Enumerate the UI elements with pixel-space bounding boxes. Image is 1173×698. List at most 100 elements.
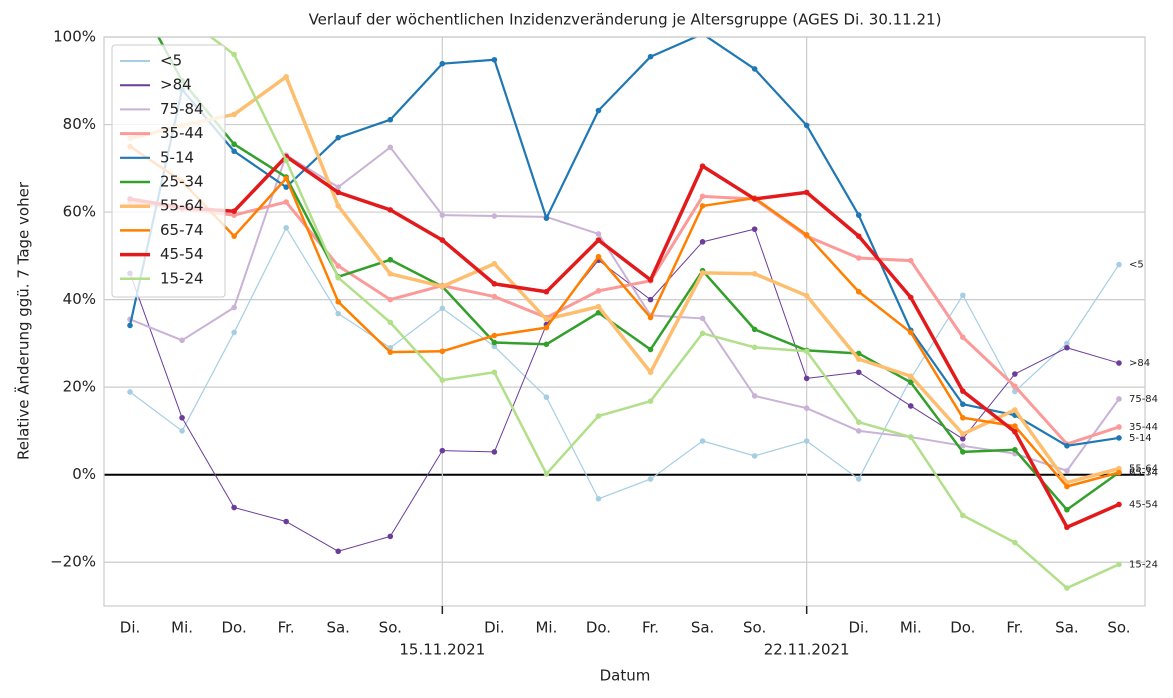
point: [387, 207, 394, 213]
series-line: [129, 228, 1120, 552]
point: [1064, 524, 1070, 531]
end-label: 5-14: [1129, 433, 1152, 444]
point: [699, 193, 706, 200]
point: [595, 231, 602, 237]
point: [595, 107, 602, 114]
x-tick-label: Sa.: [691, 619, 714, 637]
point: [283, 175, 289, 182]
point: [387, 144, 394, 151]
point: [439, 60, 446, 67]
point: [179, 337, 185, 344]
plot-area: [127, 37, 1122, 591]
point: [907, 403, 914, 409]
point: [751, 66, 758, 72]
x-tick-label: Do.: [586, 619, 611, 637]
point: [751, 270, 758, 277]
point: [803, 189, 810, 196]
x-tick-label: Di.: [848, 619, 869, 637]
y-axis-label: Relative Änderung ggü. 7 Tage voher: [14, 181, 33, 460]
point: [1012, 383, 1018, 390]
point: [491, 213, 498, 219]
point: [231, 212, 237, 218]
end-label: <5: [1129, 260, 1144, 271]
point: [283, 184, 289, 190]
point: [127, 322, 133, 329]
point: [335, 548, 342, 555]
point: [1116, 396, 1122, 402]
point: [387, 533, 394, 540]
point: [335, 184, 342, 190]
point: [491, 260, 498, 267]
chart-title: Verlauf der wöchentlichen Inzidenzveränd…: [309, 11, 942, 29]
series-line: [129, 227, 1120, 500]
series-line: [129, 75, 1120, 485]
x-tick-label: Fr.: [278, 619, 295, 637]
point: [647, 314, 654, 321]
x-tick-label: Sa.: [1055, 619, 1078, 637]
legend-label: 65-74: [160, 221, 204, 239]
point: [1116, 469, 1122, 476]
point: [855, 255, 862, 261]
point: [1012, 388, 1018, 395]
point: [1116, 435, 1122, 441]
point: [699, 270, 706, 276]
point: [439, 447, 446, 454]
point: [179, 428, 185, 434]
point: [907, 434, 914, 440]
point: [855, 369, 862, 376]
point: [595, 303, 602, 310]
point: [283, 74, 289, 80]
point: [335, 274, 342, 281]
point: [803, 292, 810, 299]
x-axis-label: Datum: [600, 667, 651, 685]
point: [231, 504, 237, 511]
point: [231, 148, 237, 155]
point: [595, 413, 602, 419]
point: [1116, 424, 1122, 430]
point: [439, 212, 446, 218]
point: [647, 346, 654, 353]
point: [335, 263, 342, 269]
point: [803, 122, 810, 129]
point: [960, 449, 966, 455]
point: [803, 375, 810, 382]
point: [491, 56, 498, 63]
point: [803, 405, 810, 411]
x-tick-label: Di.: [120, 619, 141, 637]
point: [699, 438, 706, 444]
labels: −20% 0% 20% 40% 60% 80% 100% Di. Mi. Do. Fr. Sa. So.…: [50, 28, 1158, 659]
point: [960, 443, 966, 449]
point: [1012, 428, 1018, 435]
point: [960, 414, 966, 421]
point: [543, 341, 550, 348]
point: [1116, 261, 1122, 268]
y-tick-label: 80%: [63, 115, 96, 133]
y-tick-label: 100%: [53, 28, 96, 46]
point: [387, 270, 394, 277]
point: [699, 203, 706, 209]
x-tick-label: So.: [379, 619, 402, 637]
point: [1064, 483, 1070, 490]
point: [907, 329, 914, 336]
y-tick-label: 20%: [63, 378, 96, 396]
point: [543, 316, 550, 323]
y-tick-label: 60%: [63, 203, 96, 221]
point: [751, 344, 758, 351]
point: [595, 309, 602, 316]
point: [1064, 344, 1070, 351]
point: [335, 189, 342, 196]
x-tick-label: Mi.: [535, 619, 557, 637]
point: [491, 449, 498, 455]
point: [439, 305, 446, 312]
point: [387, 296, 394, 303]
legend: <5 >84 75-84 35-44 5-14 25-34 55-64 65-74 45-54 1…: [111, 44, 226, 298]
point: [1116, 360, 1122, 366]
point: [491, 281, 498, 287]
point: [231, 329, 237, 336]
legend-label: <5: [160, 52, 182, 70]
point: [1116, 501, 1122, 508]
point: [439, 237, 446, 243]
point: [647, 369, 654, 376]
point: [855, 428, 862, 434]
